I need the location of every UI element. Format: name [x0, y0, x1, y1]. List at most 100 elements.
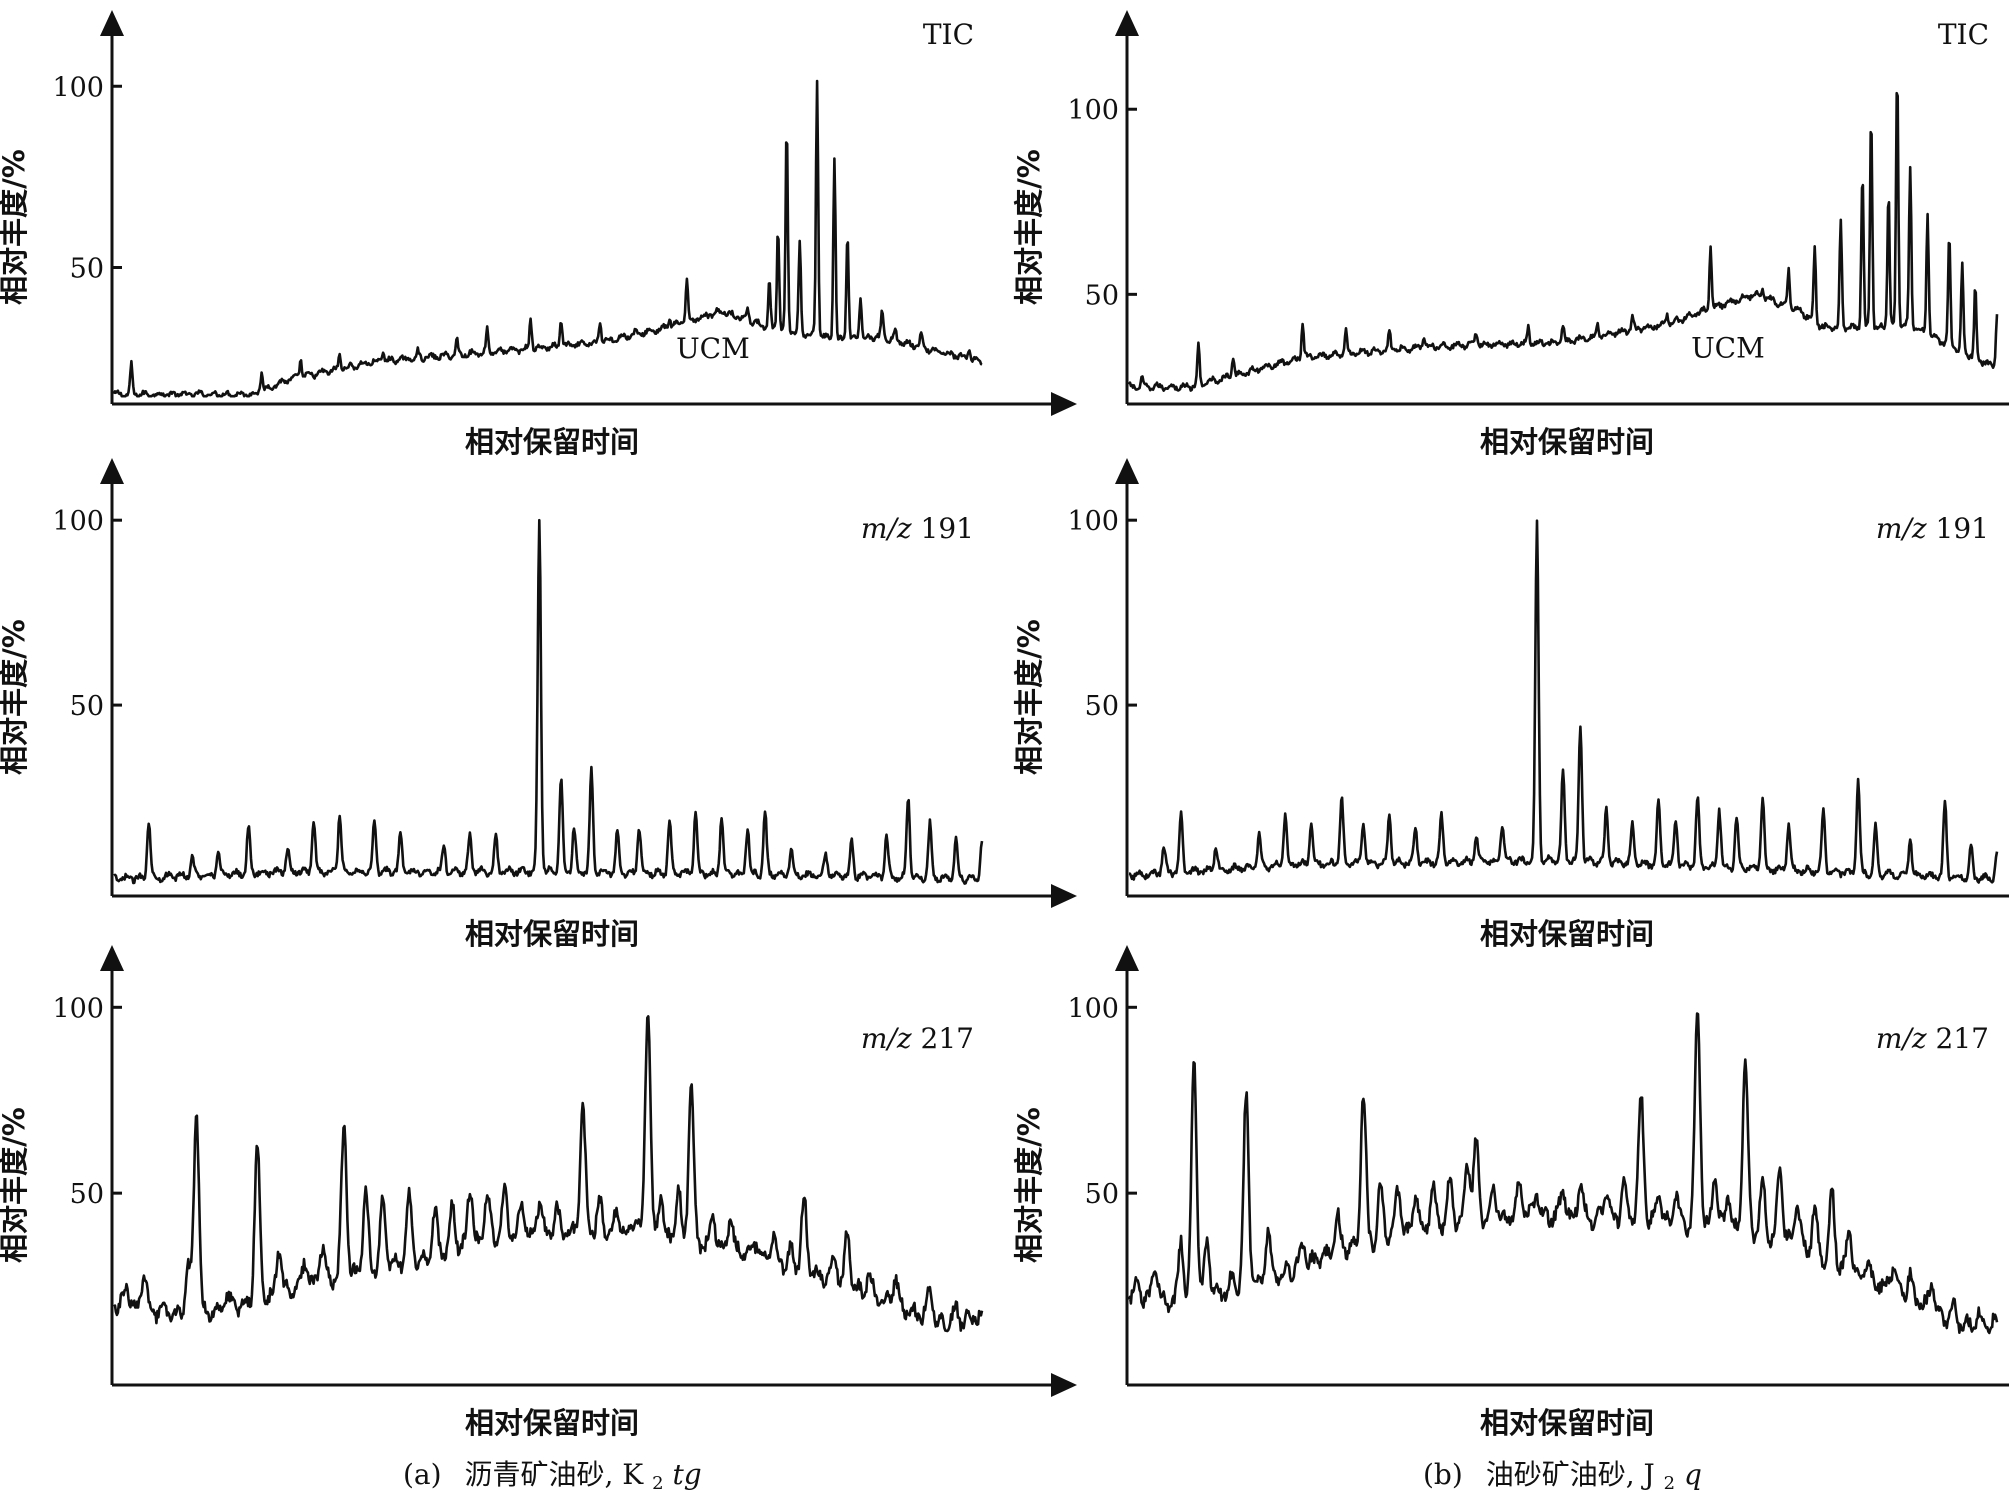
- trace-label: TIC: [923, 18, 974, 51]
- caption-right-formula-italic: q: [1684, 1458, 1702, 1491]
- peak-point: [1414, 1192, 1416, 1194]
- trace-label: TIC: [1938, 18, 1989, 51]
- y-tick-label: 50: [70, 1179, 104, 1210]
- panel-group: 50 100 相对丰度/% 相对保留时间 TIC UCM 50 100 相对丰度/% 相对保留时间…: [0, 10, 2009, 1440]
- y-axis-arrow: [1115, 458, 1139, 484]
- peak-point: [278, 1248, 280, 1250]
- y-tick-label: 100: [1067, 95, 1119, 126]
- peak-point: [195, 1110, 197, 1112]
- peak-point: [1888, 190, 1890, 192]
- y-tick-label: 100: [52, 506, 104, 537]
- caption-left-text: 沥青矿油砂,: [464, 1458, 622, 1491]
- peak-point: [1714, 1174, 1716, 1176]
- peak-point: [1193, 1055, 1195, 1057]
- y-tick-label: 50: [70, 691, 104, 722]
- x-axis-label: 相对保留时间: [1480, 917, 1654, 951]
- peak-point: [1475, 834, 1477, 836]
- trace-label-italic: m/z: [861, 1022, 912, 1055]
- peak-point: [846, 230, 848, 232]
- trace-label: m/z 191: [1876, 512, 1989, 545]
- x-axis-arrow: [1051, 1373, 1077, 1397]
- x-axis-label: 相对保留时间: [465, 917, 639, 951]
- y-tick-label: 50: [1085, 280, 1119, 311]
- y-axis-label: 相对丰度/%: [0, 619, 31, 775]
- y-tick-label: 50: [70, 254, 104, 285]
- y-axis-label: 相对丰度/%: [1012, 1107, 1046, 1263]
- peak-point: [1657, 1192, 1659, 1194]
- trace-label-italic: m/z: [861, 512, 912, 545]
- trace-label-text: 191: [1927, 512, 1989, 545]
- peak-point: [816, 78, 818, 80]
- peak-point: [1215, 845, 1217, 847]
- peak-point: [712, 1211, 714, 1213]
- y-axis-label: 相对丰度/%: [0, 149, 31, 305]
- trace-label-text: 217: [1927, 1022, 1989, 1055]
- y-tick-label: 100: [1067, 506, 1119, 537]
- chromatogram-trace: [113, 518, 984, 885]
- y-axis-label: 相对丰度/%: [1012, 149, 1046, 305]
- trace-label-text: 191: [912, 512, 974, 545]
- peak-point: [968, 346, 970, 348]
- peak-point: [777, 227, 779, 229]
- trace-label-text: TIC: [1938, 18, 1989, 51]
- peak-point: [339, 811, 341, 813]
- peak-point: [647, 1006, 649, 1008]
- trace-label-text: TIC: [923, 18, 974, 51]
- y-axis-label: 相对丰度/%: [1012, 619, 1046, 775]
- x-axis-label: 相对保留时间: [1480, 1406, 1654, 1440]
- y-axis-arrow: [100, 458, 124, 484]
- y-axis-arrow: [100, 10, 124, 36]
- peak-point: [313, 819, 315, 821]
- trace-label-italic: m/z: [1876, 512, 1927, 545]
- peak-point: [1605, 1192, 1607, 1194]
- y-axis-arrow: [1115, 10, 1139, 36]
- caption-right-formula-sub: 2: [1664, 1473, 1675, 1491]
- y-axis-label: 相对丰度/%: [0, 1107, 31, 1263]
- peak-point: [1562, 323, 1564, 325]
- x-axis-arrow: [1051, 392, 1077, 416]
- trace-label-italic: m/z: [1876, 1022, 1927, 1055]
- peak-point: [1996, 312, 1998, 314]
- peak-point: [560, 317, 562, 319]
- caption-left-formula-sub: 2: [652, 1473, 663, 1491]
- y-axis-arrow: [100, 945, 124, 971]
- panel-a-191: 50 100 相对丰度/% 相对保留时间 m/z 191: [0, 458, 1077, 951]
- peak-point: [1796, 1200, 1798, 1202]
- trace-label: m/z 217: [861, 1022, 974, 1055]
- peak-point: [721, 815, 723, 817]
- trace-label: m/z 217: [1876, 1022, 1989, 1055]
- peak-point: [786, 125, 788, 127]
- caption-left-formula-italic: tg: [672, 1458, 701, 1491]
- ucm-annotation: UCM: [1691, 331, 1765, 364]
- chromatogram-trace: [1128, 519, 1999, 884]
- caption-left: (a) 沥青矿油砂, K 2 tg: [403, 1458, 702, 1491]
- peak-point: [1974, 286, 1976, 288]
- panel-b-191: 50 100 相对丰度/% 相对保留时间 m/z 191: [1012, 458, 2009, 951]
- peak-point: [1896, 71, 1898, 73]
- y-axis-arrow: [1115, 945, 1139, 971]
- caption-left-formula-main: K: [622, 1458, 644, 1491]
- trace-label: m/z 191: [861, 512, 974, 545]
- peak-point: [1870, 112, 1872, 114]
- caption-right-formula-main: J: [1641, 1458, 1655, 1491]
- peak-point: [1579, 723, 1581, 725]
- peak-point: [1154, 1259, 1156, 1261]
- panel-b-217: 50 100 相对丰度/% 相对保留时间 m/z 217: [1012, 945, 2009, 1440]
- panel-a-tic: 50 100 相对丰度/% 相对保留时间 TIC UCM: [0, 10, 1077, 459]
- caption-right-text: 油砂矿油砂,: [1486, 1458, 1644, 1491]
- peak-point: [907, 797, 909, 799]
- caption-right-label: (b): [1423, 1458, 1463, 1491]
- panel-b-tic: 50 100 相对丰度/% 相对保留时间 TIC UCM: [1012, 10, 2009, 459]
- peak-point: [300, 357, 302, 359]
- x-axis-label: 相对保留时间: [465, 1406, 639, 1440]
- chromatogram-trace: [1127, 1012, 1999, 1335]
- peak-point: [1475, 330, 1477, 332]
- peak-point: [1697, 1006, 1699, 1008]
- y-tick-label: 50: [1085, 1179, 1119, 1210]
- peak-point: [638, 826, 640, 828]
- panel-a-217: 50 100 相对丰度/% 相对保留时间 m/z 217: [0, 945, 1077, 1440]
- chromatogram-trace: [1127, 91, 1999, 392]
- y-tick-label: 100: [52, 72, 104, 103]
- x-axis-label: 相对保留时间: [1480, 425, 1654, 459]
